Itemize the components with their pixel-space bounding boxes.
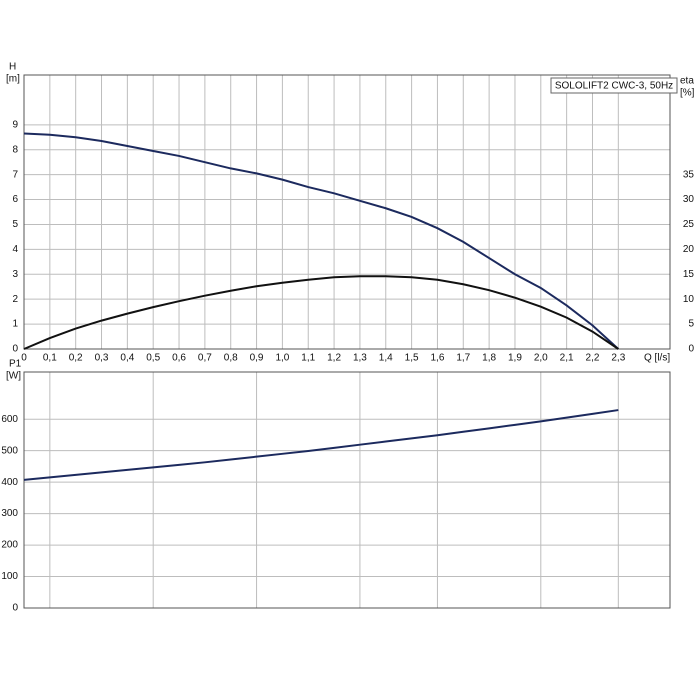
x-tick-label: 0,4 bbox=[120, 353, 134, 364]
y-tick-label: 1 bbox=[12, 319, 18, 330]
x-tick-label: 2,0 bbox=[534, 353, 548, 364]
y-tick-label: 300 bbox=[1, 508, 18, 519]
x-tick-label: 1,2 bbox=[327, 353, 341, 364]
x-tick-label: 0,2 bbox=[69, 353, 83, 364]
curve bbox=[23, 409, 619, 481]
x-tick-label: 1,1 bbox=[301, 353, 315, 364]
y-tick-label: 0 bbox=[12, 603, 18, 614]
y2-axis-label: eta bbox=[680, 76, 694, 87]
y-tick-label: 8 bbox=[12, 144, 18, 155]
x-tick-label: 1,8 bbox=[482, 353, 496, 364]
y-tick-label: 200 bbox=[1, 540, 18, 551]
y-tick-label: 4 bbox=[12, 244, 18, 255]
y-axis-label: [W] bbox=[6, 371, 21, 382]
y2-tick-label: 0 bbox=[688, 344, 694, 355]
x-tick-label: 1,4 bbox=[379, 353, 393, 364]
y-tick-label: 100 bbox=[1, 571, 18, 582]
y2-tick-label: 20 bbox=[683, 244, 695, 255]
y2-tick-label: 30 bbox=[683, 194, 695, 205]
x-tick-label: 1,5 bbox=[405, 353, 419, 364]
x-tick-label: 0,1 bbox=[43, 353, 57, 364]
x-tick-label: 2,1 bbox=[560, 353, 574, 364]
y2-tick-label: 5 bbox=[688, 319, 694, 330]
y2-tick-label: 25 bbox=[683, 219, 695, 230]
y-axis-label: H bbox=[9, 62, 16, 73]
x-tick-label: 2,3 bbox=[611, 353, 625, 364]
x-tick-label: 1,0 bbox=[275, 353, 289, 364]
x-tick-label: 0,3 bbox=[95, 353, 109, 364]
x-tick-label: 0,6 bbox=[172, 353, 186, 364]
y-tick-label: 600 bbox=[1, 414, 18, 425]
x-tick-label: 0 bbox=[21, 353, 27, 364]
y-tick-label: 2 bbox=[12, 294, 18, 305]
curve bbox=[23, 132, 619, 350]
x-axis-label: Q [l/s] bbox=[644, 353, 670, 364]
x-tick-label: 0,7 bbox=[198, 353, 212, 364]
x-tick-label: 0,5 bbox=[146, 353, 160, 364]
y-axis-label: [m] bbox=[6, 74, 20, 85]
y-tick-label: 3 bbox=[12, 269, 18, 280]
y-tick-label: 500 bbox=[1, 445, 18, 456]
y-tick-label: 6 bbox=[12, 194, 18, 205]
y-tick-label: 0 bbox=[12, 344, 18, 355]
x-tick-label: 2,2 bbox=[586, 353, 600, 364]
y2-tick-label: 10 bbox=[683, 294, 695, 305]
y-tick-label: 400 bbox=[1, 477, 18, 488]
y-axis-label: P1 bbox=[9, 359, 22, 370]
y2-tick-label: 35 bbox=[683, 169, 695, 180]
chart-title: SOLOLIFT2 CWC-3, 50Hz bbox=[555, 81, 673, 92]
title-box bbox=[550, 77, 678, 94]
x-tick-label: 1,6 bbox=[430, 353, 444, 364]
plot-frame bbox=[23, 74, 671, 350]
curve bbox=[23, 275, 619, 350]
x-tick-label: 1,7 bbox=[456, 353, 470, 364]
x-tick-label: 0,8 bbox=[224, 353, 238, 364]
x-tick-label: 1,9 bbox=[508, 353, 522, 364]
y-tick-label: 5 bbox=[12, 219, 18, 230]
x-tick-label: 0,9 bbox=[250, 353, 264, 364]
y2-tick-label: 15 bbox=[683, 269, 695, 280]
x-tick-label: 1,3 bbox=[353, 353, 367, 364]
y2-axis-label: [%] bbox=[680, 88, 695, 99]
plot-frame bbox=[23, 371, 671, 609]
y-tick-label: 9 bbox=[12, 119, 18, 130]
y-tick-label: 7 bbox=[12, 169, 18, 180]
